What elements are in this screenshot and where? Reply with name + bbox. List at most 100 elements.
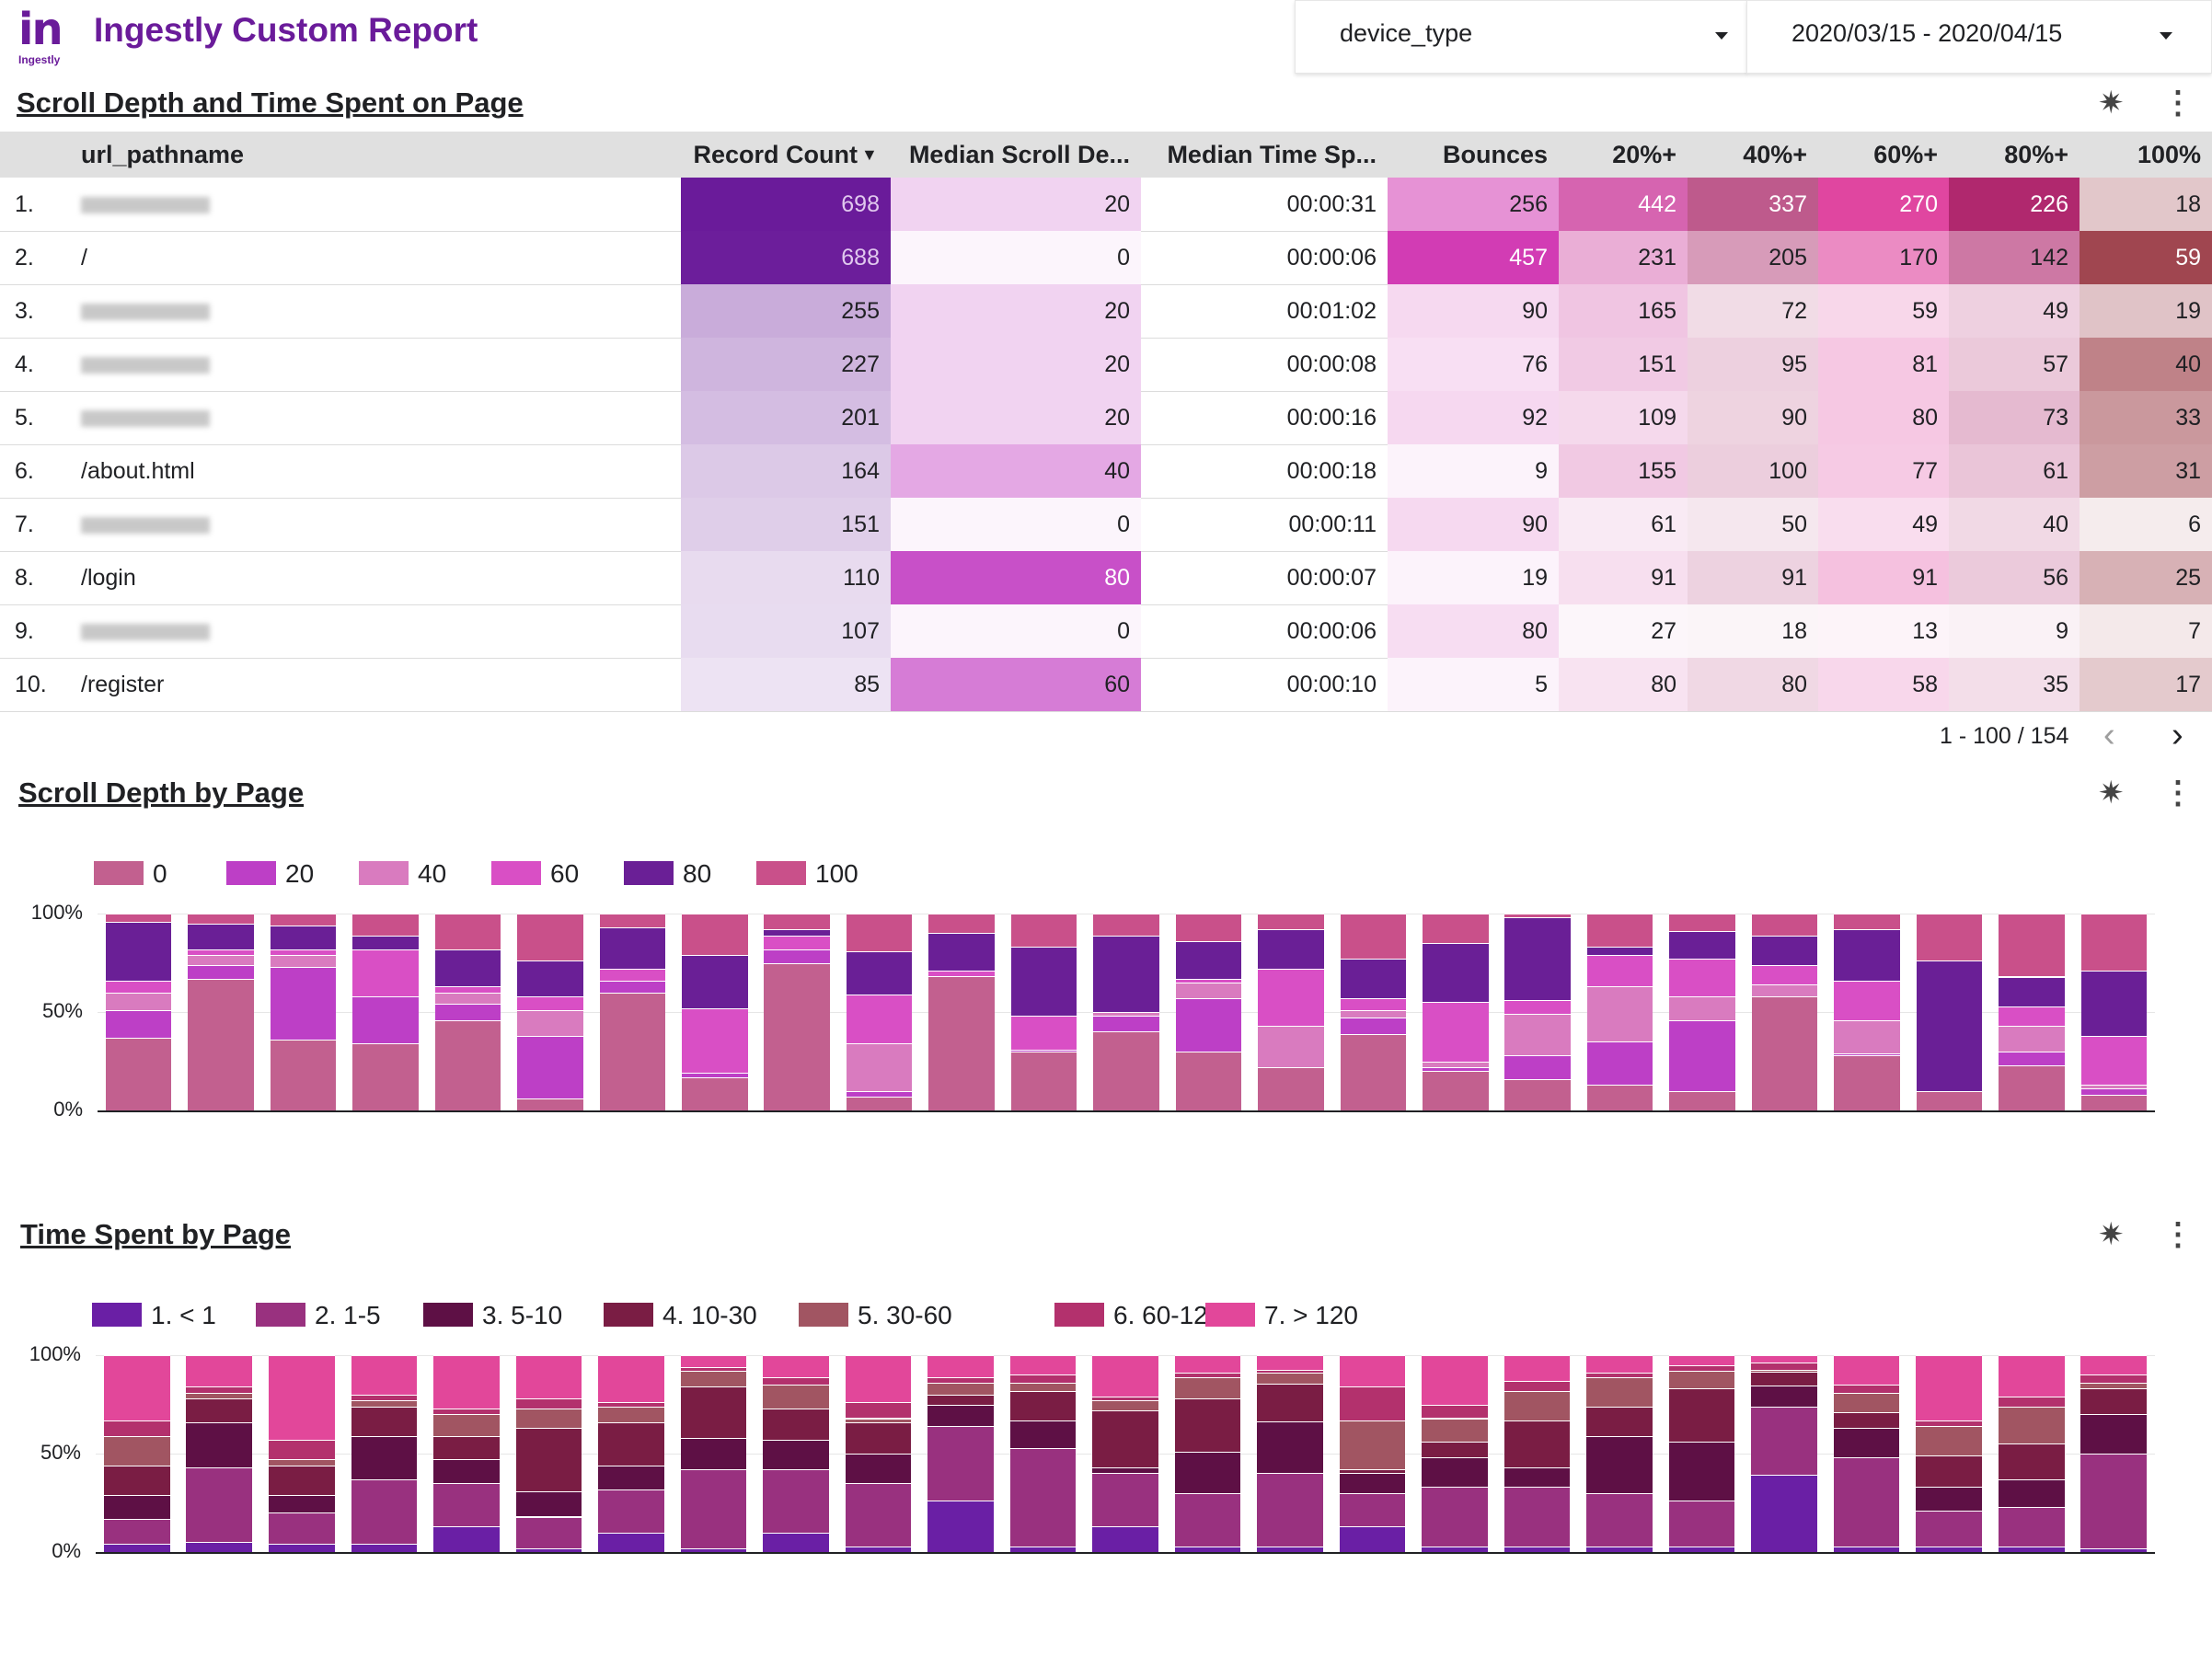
- bar-segment[interactable]: [1340, 1033, 1407, 1110]
- bar-segment[interactable]: [1669, 959, 1735, 996]
- stacked-bar[interactable]: [1093, 914, 1159, 1110]
- bar-segment[interactable]: [927, 1426, 994, 1501]
- bar-segment[interactable]: [351, 1394, 418, 1401]
- stacked-bar[interactable]: [1175, 914, 1242, 1110]
- bar-segment[interactable]: [1422, 1457, 1488, 1488]
- bar-segment[interactable]: [1257, 1473, 1323, 1547]
- bar-segment[interactable]: [433, 1526, 500, 1552]
- bar-segment[interactable]: [1258, 914, 1324, 930]
- bar-segment[interactable]: [1257, 1547, 1323, 1552]
- bar-segment[interactable]: [680, 1469, 747, 1548]
- bar-segment[interactable]: [1174, 1398, 1241, 1452]
- bar-segment[interactable]: [1340, 1009, 1407, 1018]
- bar-segment[interactable]: [1340, 1018, 1407, 1034]
- bar-segment[interactable]: [599, 992, 666, 1110]
- table-row[interactable]: 6. /about.html 164 40 00:00:18 9 155 100 77 61 31: [0, 444, 2212, 499]
- bar-segment[interactable]: [186, 1355, 253, 1387]
- stacked-bar[interactable]: [1503, 1355, 1571, 1552]
- bar-segment[interactable]: [927, 1501, 994, 1552]
- stacked-bar[interactable]: [2080, 1355, 2148, 1552]
- bar-segment[interactable]: [1668, 1442, 1735, 1501]
- bar-segment[interactable]: [1009, 1382, 1077, 1391]
- bar-segment[interactable]: [1834, 1019, 1900, 1053]
- bar-segment[interactable]: [1340, 959, 1407, 999]
- chevron-right-icon[interactable]: ›: [2172, 716, 2183, 754]
- bar-segment[interactable]: [1751, 1475, 1817, 1552]
- bar-segment[interactable]: [1422, 943, 1489, 1003]
- bar-segment[interactable]: [352, 1043, 419, 1110]
- stacked-bar[interactable]: [845, 1355, 912, 1552]
- more-options-icon[interactable]: ⋮: [2162, 1217, 2194, 1252]
- table-row[interactable]: 3. 255 20 00:01:02 90 165 72 59 49 19: [0, 284, 2212, 339]
- stacked-bar[interactable]: [927, 1355, 994, 1552]
- stacked-bar[interactable]: [763, 1355, 829, 1552]
- bar-segment[interactable]: [1504, 917, 1571, 1001]
- bar-segment[interactable]: [1833, 1355, 1900, 1386]
- bar-segment[interactable]: [105, 921, 172, 981]
- bar-segment[interactable]: [270, 925, 337, 949]
- stacked-bar[interactable]: [1340, 914, 1407, 1110]
- stacked-bar[interactable]: [1834, 914, 1900, 1110]
- bar-segment[interactable]: [846, 994, 913, 1044]
- bar-segment[interactable]: [1586, 1085, 1653, 1110]
- bar-segment[interactable]: [1586, 1492, 1653, 1547]
- bar-segment[interactable]: [764, 962, 830, 1110]
- bar-segment[interactable]: [764, 935, 830, 949]
- bar-segment[interactable]: [433, 1414, 500, 1436]
- stacked-bar[interactable]: [846, 914, 913, 1110]
- bar-segment[interactable]: [846, 1043, 913, 1091]
- bar-segment[interactable]: [268, 1440, 335, 1460]
- bar-segment[interactable]: [1998, 1396, 2065, 1407]
- bar-segment[interactable]: [1422, 1418, 1488, 1443]
- bar-segment[interactable]: [1916, 1426, 1982, 1456]
- chevron-left-icon[interactable]: ‹: [2103, 716, 2115, 754]
- stacked-bar[interactable]: [105, 914, 172, 1110]
- bar-segment[interactable]: [352, 935, 419, 949]
- bar-segment[interactable]: [103, 1494, 170, 1519]
- bar-segment[interactable]: [1751, 1371, 1817, 1386]
- bar-segment[interactable]: [2080, 1414, 2148, 1454]
- bar-segment[interactable]: [1586, 914, 1653, 948]
- bar-segment[interactable]: [1751, 1407, 1817, 1476]
- column-header[interactable]: 100%: [2137, 141, 2201, 168]
- bar-segment[interactable]: [186, 1421, 253, 1467]
- bar-segment[interactable]: [764, 949, 830, 963]
- column-header[interactable]: url_pathname: [81, 141, 245, 168]
- bar-segment[interactable]: [351, 1478, 418, 1545]
- bar-segment[interactable]: [1339, 1492, 1406, 1527]
- stacked-bar[interactable]: [928, 914, 995, 1110]
- bar-segment[interactable]: [2080, 1035, 2148, 1086]
- bar-segment[interactable]: [1751, 1386, 1817, 1408]
- bar-segment[interactable]: [1833, 1546, 1900, 1552]
- bar-segment[interactable]: [682, 1073, 748, 1077]
- bar-segment[interactable]: [1668, 1364, 1735, 1372]
- bar-segment[interactable]: [515, 1490, 582, 1517]
- bar-segment[interactable]: [1751, 935, 1818, 965]
- bar-segment[interactable]: [846, 1097, 913, 1110]
- bar-segment[interactable]: [1999, 914, 2065, 977]
- bar-segment[interactable]: [763, 1532, 829, 1552]
- bar-segment[interactable]: [517, 960, 583, 996]
- bar-segment[interactable]: [1833, 1385, 1900, 1393]
- stacked-bar[interactable]: [188, 914, 254, 1110]
- bar-segment[interactable]: [1833, 1412, 1900, 1429]
- bar-segment[interactable]: [433, 1355, 500, 1409]
- bar-segment[interactable]: [352, 995, 419, 1044]
- bar-segment[interactable]: [846, 1090, 913, 1098]
- bar-segment[interactable]: [1833, 1428, 1900, 1458]
- stacked-bar[interactable]: [1916, 1355, 1982, 1552]
- stacked-bar[interactable]: [1092, 1355, 1158, 1552]
- bar-segment[interactable]: [1009, 1355, 1077, 1375]
- bar-segment[interactable]: [351, 1544, 418, 1552]
- bar-segment[interactable]: [270, 1039, 337, 1110]
- bar-segment[interactable]: [1339, 1469, 1406, 1474]
- bar-segment[interactable]: [188, 978, 254, 1110]
- explore-icon[interactable]: ✷: [2098, 86, 2125, 121]
- bar-segment[interactable]: [268, 1459, 335, 1466]
- stacked-bar[interactable]: [433, 1355, 500, 1552]
- bar-segment[interactable]: [1999, 1051, 2065, 1065]
- bar-segment[interactable]: [598, 1406, 664, 1422]
- bar-segment[interactable]: [1751, 984, 1818, 996]
- bar-segment[interactable]: [1998, 1355, 2065, 1397]
- stacked-bar[interactable]: [1751, 1355, 1817, 1552]
